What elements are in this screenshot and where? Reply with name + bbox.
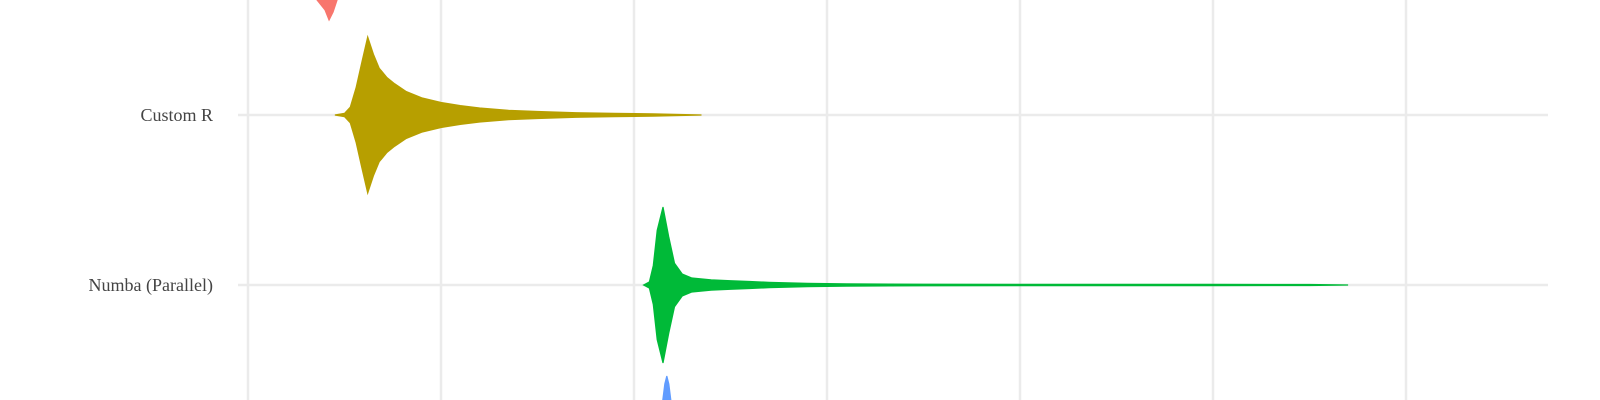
violin-bottom-clipped (662, 375, 672, 400)
violin-numba-parallel (642, 206, 1349, 364)
violin-top-clipped (316, 0, 338, 22)
violins (316, 0, 1349, 400)
y-axis-labels: Custom R Numba (Parallel) (89, 105, 213, 296)
gridlines (238, 0, 1548, 400)
violin-custom-r (334, 34, 702, 196)
y-tick-label: Numba (Parallel) (89, 275, 213, 296)
y-tick-label: Custom R (140, 105, 213, 125)
